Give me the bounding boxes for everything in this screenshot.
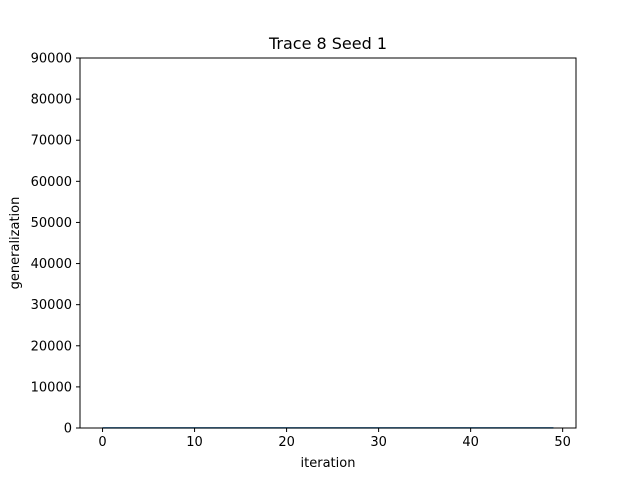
x-axis-label: iteration: [301, 456, 356, 471]
x-tick-label: 50: [554, 435, 571, 450]
y-tick-label: 10000: [31, 380, 72, 395]
x-tick-label: 20: [278, 435, 295, 450]
y-tick-label: 20000: [31, 339, 72, 354]
y-tick-label: 0: [64, 422, 72, 437]
y-tick-label: 40000: [31, 257, 72, 272]
chart-title: Trace 8 Seed 1: [268, 34, 387, 53]
y-axis-ticks: 0 10000 20000 30000 40000 50000 60000 70000 8000…: [31, 52, 80, 437]
y-tick-label: 50000: [31, 216, 72, 231]
y-tick-label: 30000: [31, 298, 72, 313]
x-tick-label: 10: [186, 435, 203, 450]
y-tick-label: 70000: [31, 134, 72, 149]
axes-frame: [79, 57, 577, 429]
y-tick-label: 90000: [31, 52, 72, 67]
x-tick-label: 30: [370, 435, 387, 450]
x-tick-label: 40: [462, 435, 479, 450]
x-tick-label: 0: [98, 435, 106, 450]
y-tick-label: 60000: [31, 175, 72, 190]
y-tick-label: 80000: [31, 93, 72, 108]
y-axis-label: generalization: [8, 197, 23, 290]
x-axis-ticks: 0 10 20 30 40 50: [98, 428, 571, 450]
